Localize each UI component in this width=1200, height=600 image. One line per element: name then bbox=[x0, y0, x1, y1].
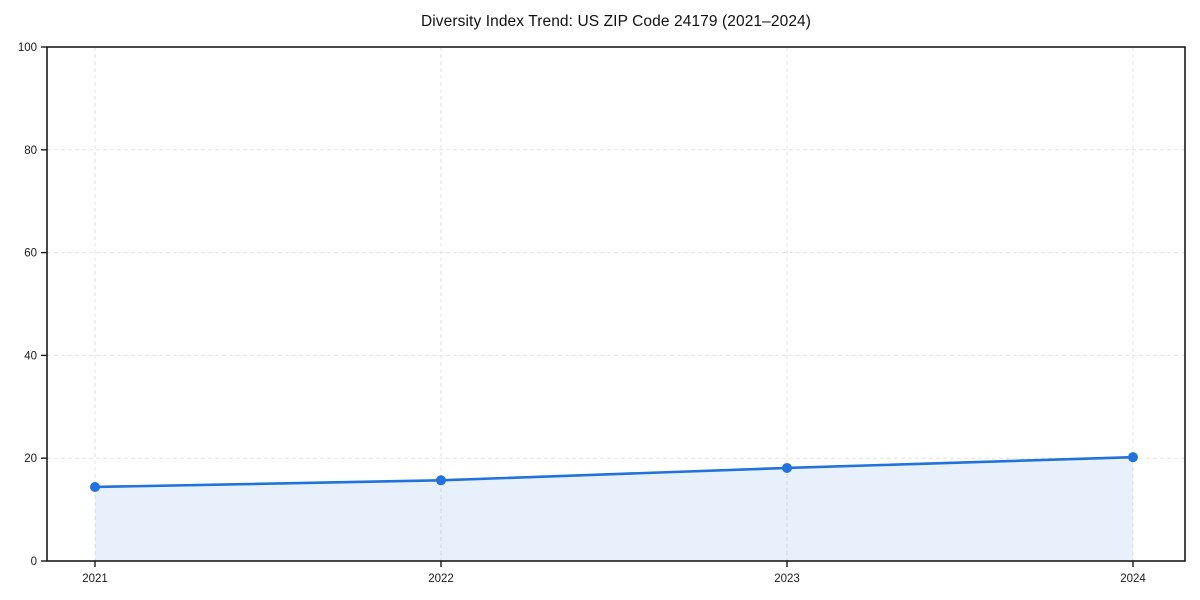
data-point bbox=[782, 462, 792, 473]
x-tick-label: 2022 bbox=[428, 573, 454, 585]
x-tick-label: 2024 bbox=[1120, 573, 1146, 585]
gridlines bbox=[47, 47, 1185, 561]
trend-line bbox=[93, 455, 1135, 489]
y-tick-label: 40 bbox=[24, 350, 37, 362]
data-point bbox=[1128, 452, 1138, 463]
data-point bbox=[90, 481, 100, 492]
series-line bbox=[93, 455, 1135, 489]
y-tick-label: 80 bbox=[24, 145, 37, 157]
axes-spines bbox=[46, 46, 1186, 562]
y-tick-label: 60 bbox=[24, 248, 37, 260]
series-area bbox=[95, 457, 1133, 561]
data-point-markers bbox=[90, 452, 1138, 492]
y-tick-label: 100 bbox=[18, 42, 37, 54]
x-tick-label: 2021 bbox=[82, 573, 108, 585]
plot-border bbox=[46, 46, 1186, 562]
y-tick-label: 20 bbox=[24, 453, 37, 465]
data-point bbox=[436, 475, 446, 486]
chart-title: Diversity Index Trend: US ZIP Code 24179… bbox=[420, 13, 812, 30]
axis-ticks-and-labels: 0 20 40 60 80 100 2021 2022 2023 2024 bbox=[18, 42, 1147, 585]
y-tick-label: 0 bbox=[31, 556, 37, 568]
area-fill bbox=[95, 457, 1133, 561]
x-tick-label: 2023 bbox=[774, 573, 800, 585]
